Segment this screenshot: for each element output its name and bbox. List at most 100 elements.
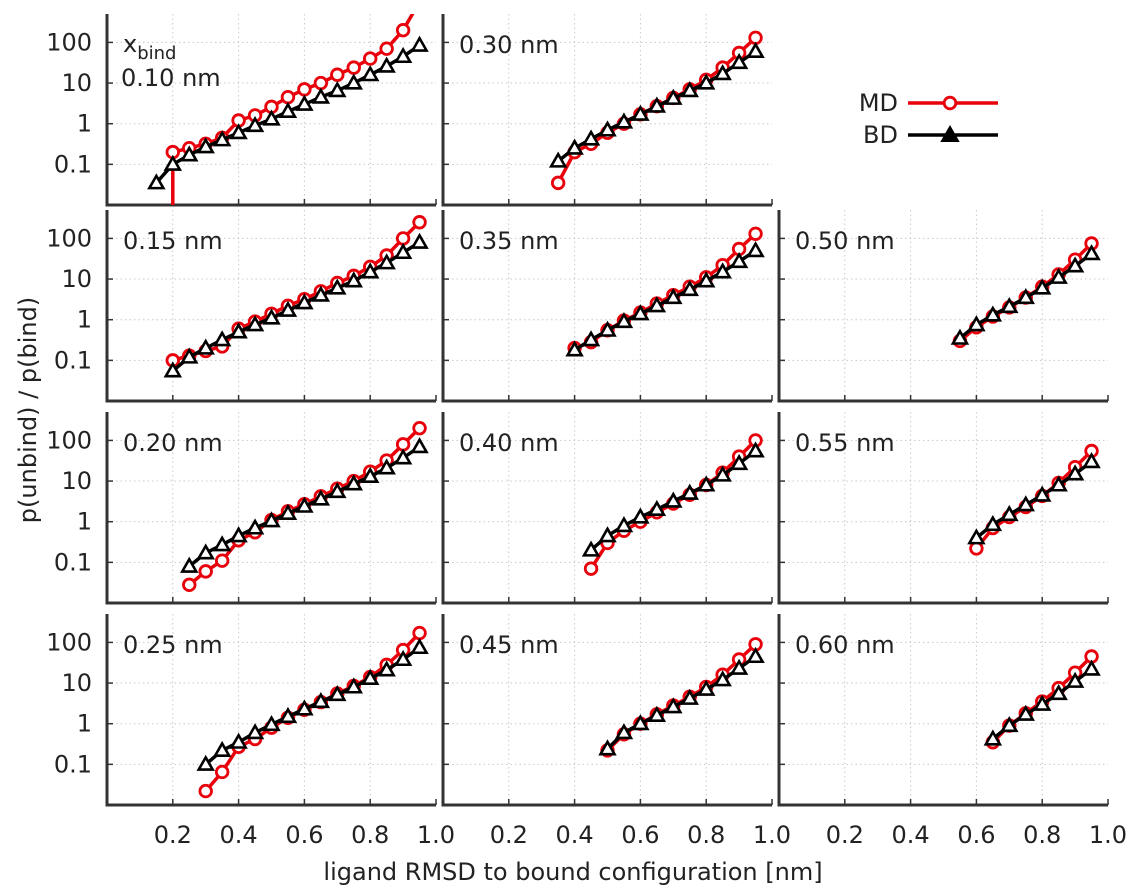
- md-line: [172, 14, 415, 154]
- bd-point: [212, 130, 232, 147]
- bd-point: [631, 507, 650, 524]
- bd-point: [598, 120, 617, 137]
- bd-point: [393, 242, 413, 260]
- bd-point: [664, 697, 683, 714]
- x-tick-label: 0.6: [285, 821, 323, 849]
- bd-series: [196, 637, 429, 771]
- bd-point: [713, 262, 732, 279]
- bd-point: [696, 679, 716, 696]
- y-tick-label: 10: [61, 467, 92, 495]
- bd-point: [1082, 244, 1101, 261]
- md-line: [204, 631, 421, 793]
- panels-layer: 0.10 nm 0.15 nm 0.20 nm 0.25 nm 0.30 nm 0.35 …: [105, 14, 1109, 807]
- bd-point: [631, 714, 650, 731]
- x-tick-label: 0.8: [687, 821, 725, 849]
- panel-060: 0.60 nm: [777, 614, 1109, 807]
- bd-point: [696, 271, 716, 288]
- bd-point: [377, 56, 396, 73]
- bd-point: [647, 705, 667, 722]
- md-point: [748, 226, 763, 241]
- bd-point: [410, 232, 429, 249]
- bd-point: [664, 287, 683, 305]
- md-point: [214, 764, 230, 780]
- panel-label: 0.20 nm: [123, 429, 223, 457]
- bd-point: [631, 104, 650, 121]
- bd-series: [581, 441, 765, 557]
- md-point: [412, 420, 427, 436]
- panel-040: 0.40 nm: [441, 412, 773, 605]
- bd-point: [328, 81, 347, 98]
- bd-point: [1000, 715, 1019, 733]
- bd-point: [729, 52, 749, 70]
- bd-point: [344, 73, 363, 90]
- bd-point: [262, 308, 281, 325]
- x-tick-label: 0.4: [556, 821, 594, 849]
- md-point: [182, 577, 197, 593]
- bd-point: [950, 328, 970, 345]
- bd-point: [614, 112, 634, 129]
- panel-055: 0.55 nm: [777, 412, 1109, 605]
- x-tick-label: 1.0: [1089, 821, 1127, 849]
- bd-point: [581, 330, 601, 347]
- panel-label: 0.25 nm: [123, 631, 223, 659]
- bd-point: [393, 448, 413, 465]
- bd-point: [713, 465, 732, 482]
- bd-point: [180, 556, 199, 573]
- bd-point: [1065, 256, 1085, 273]
- bd-point: [262, 511, 281, 528]
- bd-point: [614, 516, 634, 533]
- panel-label: 0.50 nm: [795, 227, 895, 255]
- bd-point: [311, 489, 331, 506]
- bd-point: [245, 115, 265, 133]
- panel-010: 0.10 nm: [105, 14, 437, 207]
- md-point: [280, 89, 296, 105]
- bd-point: [360, 466, 380, 483]
- y-tick-label: 0.1: [54, 150, 92, 178]
- bd-point: [1082, 452, 1101, 469]
- x-tick-label: 0.2: [826, 821, 864, 849]
- md-point: [363, 51, 378, 66]
- bd-point: [196, 543, 215, 560]
- bd-point: [163, 361, 183, 378]
- bd-series: [180, 437, 429, 573]
- md-series: [165, 14, 415, 205]
- bd-point: [410, 637, 429, 655]
- bd-point: [1049, 475, 1068, 492]
- bd-series: [548, 41, 765, 168]
- legend-heading-main: x: [123, 30, 137, 58]
- bd-point: [295, 94, 314, 111]
- bd-series: [565, 241, 765, 357]
- bd-point: [344, 474, 363, 491]
- x-tick-label: 0.4: [220, 821, 258, 849]
- y-tick-labels: 0.1 1 10 100 0.1 1 10 100 0.1 1 10 100 0.1 1 10 100: [46, 28, 92, 778]
- y-tick-label: 10: [61, 669, 92, 697]
- bd-point: [229, 322, 248, 339]
- bd-point: [598, 526, 617, 543]
- bd-point: [410, 437, 429, 454]
- x-tick-label: 0.2: [490, 821, 528, 849]
- bd-point: [664, 491, 683, 508]
- panel-label: 0.60 nm: [795, 631, 895, 659]
- panel-label: 0.35 nm: [459, 227, 559, 255]
- x-tick-label: 0.4: [892, 821, 930, 849]
- panel-label: 0.10 nm: [121, 64, 221, 92]
- bd-point: [196, 754, 215, 771]
- bd-point: [680, 483, 699, 500]
- bd-point: [1049, 683, 1068, 701]
- bd-series: [598, 646, 765, 756]
- bd-point: [729, 251, 749, 269]
- md-point: [214, 553, 230, 568]
- y-tick-label: 0.1: [54, 750, 92, 778]
- bd-series: [967, 452, 1101, 545]
- y-tick-label: 100: [46, 28, 92, 56]
- y-tick-label: 0.1: [54, 346, 92, 374]
- panel-020: 0.20 nm: [105, 412, 437, 605]
- bd-point: [1016, 287, 1035, 305]
- bd-point: [746, 241, 765, 258]
- bd-point: [1049, 267, 1068, 284]
- bd-point: [344, 271, 363, 288]
- y-tick-label: 100: [46, 426, 92, 454]
- bd-point: [180, 145, 199, 162]
